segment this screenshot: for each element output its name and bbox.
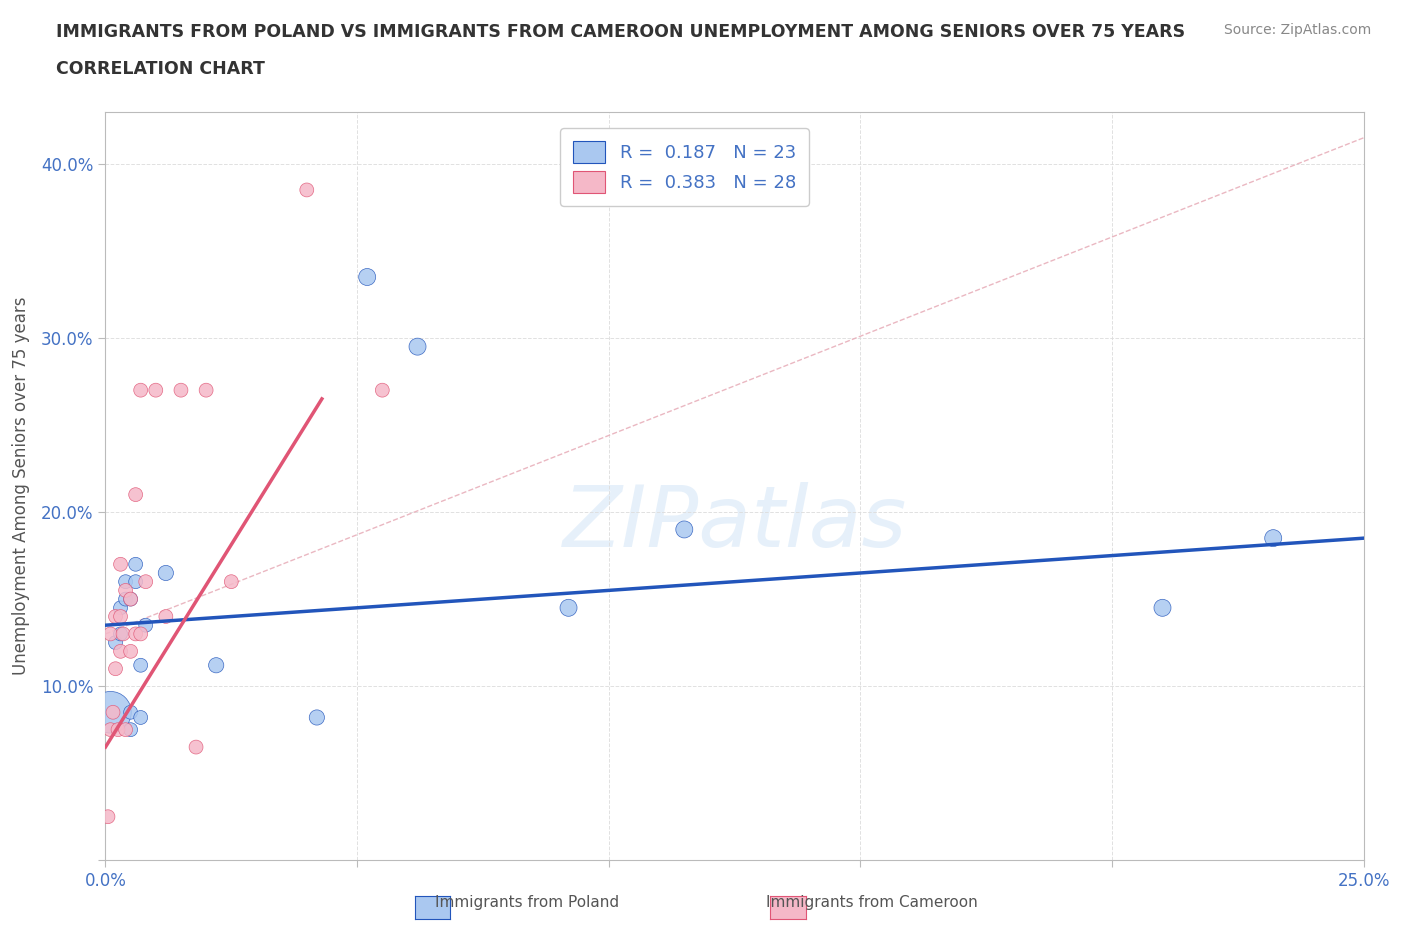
Point [305,710,328,724]
Point [195,383,218,398]
Point [170,383,193,398]
Point [406,339,429,354]
Point [205,658,228,672]
Point [110,557,132,572]
Point [120,723,142,737]
Text: Source: ZipAtlas.com: Source: ZipAtlas.com [1223,23,1371,37]
Point [219,574,242,589]
Point [135,618,157,632]
Point [124,574,146,589]
Point [129,658,152,672]
Point [100,627,122,642]
Point [100,705,122,720]
Point [114,583,136,598]
Point [1263,531,1285,546]
Point [120,591,142,606]
Point [120,591,142,606]
Point [107,723,129,737]
Point [129,383,152,398]
Text: Immigrants from Cameroon: Immigrants from Cameroon [766,895,977,910]
Point [124,627,146,642]
Point [129,627,152,642]
Text: IMMIGRANTS FROM POLAND VS IMMIGRANTS FROM CAMEROON UNEMPLOYMENT AMONG SENIORS OV: IMMIGRANTS FROM POLAND VS IMMIGRANTS FRO… [56,23,1185,41]
Text: CORRELATION CHART: CORRELATION CHART [56,60,266,78]
Point [120,705,142,720]
Point [112,627,135,642]
Point [104,661,127,676]
Point [1152,601,1174,616]
Point [104,609,127,624]
Point [371,383,394,398]
Point [114,591,136,606]
Point [184,739,207,754]
Text: Immigrants from Poland: Immigrants from Poland [436,895,619,910]
Legend: R =  0.187   N = 23, R =  0.383   N = 28: R = 0.187 N = 23, R = 0.383 N = 28 [560,128,808,206]
Y-axis label: Unemployment Among Seniors over 75 years: Unemployment Among Seniors over 75 years [13,297,30,675]
Point [97,809,120,824]
Point [155,565,177,580]
Point [110,601,132,616]
Point [110,609,132,624]
Text: ZIPatlas: ZIPatlas [562,482,907,565]
Point [145,383,167,398]
Point [120,644,142,658]
Point [557,601,579,616]
Point [356,270,378,285]
Point [114,574,136,589]
Point [101,705,124,720]
Point [135,574,157,589]
Point [104,635,127,650]
Point [124,487,146,502]
Point [124,557,146,572]
Point [673,522,696,537]
Point [114,723,136,737]
Point [129,710,152,724]
Point [100,723,122,737]
Point [295,182,318,197]
Point [110,627,132,642]
Point [155,609,177,624]
Point [110,644,132,658]
